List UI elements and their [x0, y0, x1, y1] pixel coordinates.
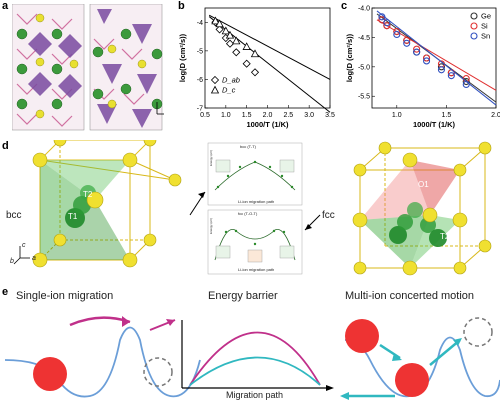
- y-tick-label: -4.0: [358, 6, 370, 13]
- chart-b: 0.5 1.0 1.5 2.0 2.5 3.0 3.5 -4 -5 -6 -7 1000/T (1/K…: [175, 2, 335, 134]
- legend-label: D_ab: [222, 76, 240, 85]
- x-tick-label: 2.5: [283, 112, 293, 119]
- y-tick-label: -5.0: [358, 64, 370, 71]
- bcc-structure: [14, 140, 181, 267]
- fcc-site-label-t1: T1: [366, 236, 375, 245]
- axis-label-a: a: [32, 255, 36, 262]
- axis-label-c: c: [22, 242, 26, 249]
- y-axis-label: log(D (cm²/s)): [345, 33, 354, 82]
- y-tick-label: -5: [197, 48, 203, 55]
- mini-chart-ylabel-1: Energy (eV): [209, 150, 213, 166]
- migration-path-label: Migration path: [226, 390, 283, 400]
- data-point: [243, 60, 250, 67]
- fcc-structure: [353, 142, 491, 275]
- fit-line-D_c: [209, 15, 330, 79]
- multi-ion-2: [395, 363, 429, 397]
- legend-marker: [471, 23, 477, 29]
- ion-filled: [33, 357, 67, 391]
- fcc-label: fcc: [322, 210, 335, 221]
- mini-chart-title-1: bcc (T-T): [240, 144, 256, 149]
- mini-chart-xlabel-1: Li-ion migration path: [238, 199, 274, 204]
- panel-label-a: a: [2, 0, 8, 12]
- x-tick-label: 1.5: [442, 112, 452, 119]
- x-tick-label: 0.5: [200, 112, 210, 119]
- multi-ion-1: [345, 319, 379, 353]
- fcc-site-label-t2: T2: [440, 232, 449, 241]
- y-tick-label: -5.5: [358, 94, 370, 101]
- panel-e-graphic: [0, 300, 500, 402]
- legend-label: Sn: [481, 32, 490, 41]
- legend-label: D_c: [222, 86, 236, 95]
- x-tick-label: 2.0: [263, 112, 273, 119]
- fit-line-Si: [377, 20, 496, 91]
- legend-marker: [471, 13, 477, 19]
- panel-label-e: e: [2, 286, 8, 298]
- bcc-site-label-t2: T2: [83, 190, 92, 199]
- y-tick-label: -6: [197, 77, 203, 84]
- y-axis-label: log(D (cm²/s)): [178, 33, 187, 82]
- bcc-site-label-t1: T1: [68, 212, 77, 221]
- x-tick-label: 3.5: [325, 112, 335, 119]
- x-tick-label: 1.0: [221, 112, 231, 119]
- legend-label: Si: [481, 22, 488, 31]
- mini-chart-title-2: fcc (T-O-T): [238, 211, 257, 216]
- legend-label: Ge: [481, 12, 491, 21]
- x-tick-label: 1.0: [392, 112, 402, 119]
- x-axis-label: 1000/T (1/K): [246, 120, 289, 129]
- legend-marker: [212, 77, 219, 84]
- data-point: [233, 49, 240, 56]
- data-point: [252, 69, 259, 76]
- fcc-site-label-o1: O1: [418, 180, 429, 189]
- x-tick-label: 1.5: [242, 112, 252, 119]
- crystal-structure-images: [12, 4, 172, 132]
- multi-ion-vacancy: [464, 318, 492, 346]
- axis-label-b: b: [10, 258, 14, 265]
- legend-marker: [471, 33, 477, 39]
- y-tick-label: -4.5: [358, 35, 370, 42]
- chart-c: 1.0 1.5 2.0 -4.0 -4.5 -5.0 -5.5 1000/T (1/K) log…: [338, 2, 500, 134]
- bcc-label: bcc: [6, 210, 22, 221]
- y-tick-label: -7: [197, 106, 203, 113]
- mini-chart-xlabel-2: Li-ion migration path: [238, 267, 274, 272]
- x-tick-label: 2.0: [491, 112, 500, 119]
- x-tick-label: 3.0: [304, 112, 314, 119]
- fit-line-Sn: [377, 11, 496, 105]
- x-axis-label: 1000/T (1/K): [413, 120, 456, 129]
- mini-chart-ylabel-2: Energy (eV): [209, 218, 213, 234]
- legend-marker: [212, 87, 219, 94]
- y-tick-label: -4: [197, 20, 203, 27]
- plot-frame: [372, 8, 496, 108]
